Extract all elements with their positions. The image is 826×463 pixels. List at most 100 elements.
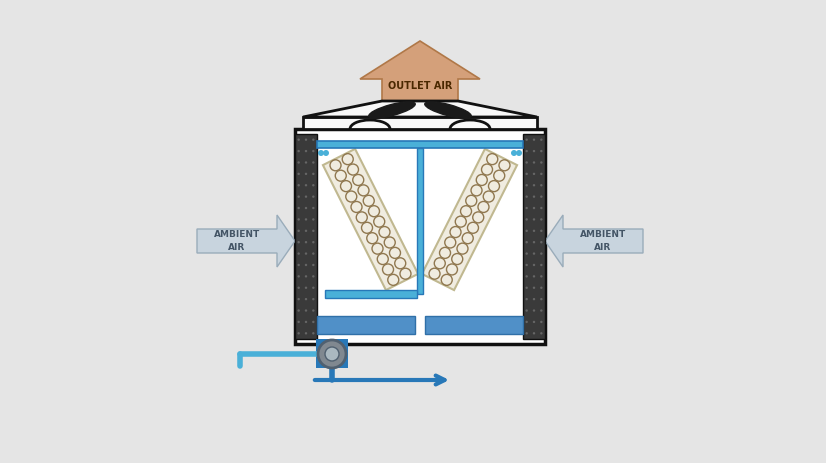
Text: AMBIENT: AMBIENT [580,230,626,239]
Circle shape [533,310,535,312]
Circle shape [511,150,517,156]
Bar [316,339,348,368]
Circle shape [525,230,528,232]
Circle shape [297,253,300,255]
Circle shape [540,275,543,278]
Circle shape [312,162,315,164]
Circle shape [533,321,535,324]
Circle shape [525,196,528,199]
Circle shape [312,242,315,244]
Circle shape [525,275,528,278]
Circle shape [305,253,307,255]
Circle shape [312,230,315,232]
Bar [425,316,523,334]
Circle shape [525,139,528,142]
Ellipse shape [368,103,415,119]
Circle shape [540,321,543,324]
Circle shape [540,185,543,187]
Circle shape [540,139,543,142]
Circle shape [540,196,543,199]
Circle shape [305,321,307,324]
Circle shape [525,287,528,289]
Circle shape [312,264,315,267]
Polygon shape [303,102,537,118]
Circle shape [305,207,307,210]
Circle shape [305,264,307,267]
Circle shape [525,298,528,300]
Ellipse shape [425,103,471,119]
Circle shape [297,242,300,244]
Circle shape [312,196,315,199]
Circle shape [297,162,300,164]
Circle shape [540,162,543,164]
Circle shape [540,230,543,232]
Text: OUTLET AIR: OUTLET AIR [388,81,452,91]
Polygon shape [422,150,517,290]
Circle shape [540,253,543,255]
Text: AMBIENT: AMBIENT [214,230,260,239]
Bar [295,135,317,339]
Circle shape [525,185,528,187]
Circle shape [305,219,307,221]
Circle shape [533,230,535,232]
Circle shape [297,275,300,278]
Circle shape [297,287,300,289]
Circle shape [297,230,300,232]
Bar [295,130,545,344]
Circle shape [312,321,315,324]
Circle shape [305,230,307,232]
Circle shape [297,207,300,210]
Bar [417,149,423,294]
Circle shape [323,150,329,156]
Circle shape [533,242,535,244]
Circle shape [533,219,535,221]
Circle shape [305,173,307,175]
Circle shape [525,150,528,153]
Circle shape [525,173,528,175]
Circle shape [305,150,307,153]
Circle shape [525,310,528,312]
Circle shape [305,185,307,187]
Text: AIR: AIR [228,243,245,252]
Circle shape [312,275,315,278]
Circle shape [305,298,307,300]
Polygon shape [360,42,480,122]
Circle shape [540,298,543,300]
Bar [317,316,415,334]
Circle shape [305,310,307,312]
Circle shape [525,253,528,255]
Circle shape [297,150,300,153]
Circle shape [540,287,543,289]
Circle shape [312,139,315,142]
Circle shape [525,162,528,164]
Text: AIR: AIR [595,243,611,252]
Circle shape [533,275,535,278]
Circle shape [540,150,543,153]
Circle shape [305,196,307,199]
Circle shape [312,150,315,153]
Circle shape [312,332,315,335]
Circle shape [312,207,315,210]
Circle shape [297,332,300,335]
Circle shape [305,139,307,142]
Circle shape [540,219,543,221]
Circle shape [312,287,315,289]
Circle shape [305,275,307,278]
Circle shape [533,173,535,175]
Circle shape [312,185,315,187]
Circle shape [533,287,535,289]
Circle shape [540,207,543,210]
Circle shape [533,196,535,199]
Circle shape [297,219,300,221]
Circle shape [533,253,535,255]
Circle shape [297,321,300,324]
Circle shape [540,264,543,267]
Circle shape [297,173,300,175]
Circle shape [525,264,528,267]
Circle shape [533,185,535,187]
Bar [523,135,545,339]
Circle shape [312,253,315,255]
Circle shape [540,242,543,244]
Circle shape [533,298,535,300]
Circle shape [540,310,543,312]
